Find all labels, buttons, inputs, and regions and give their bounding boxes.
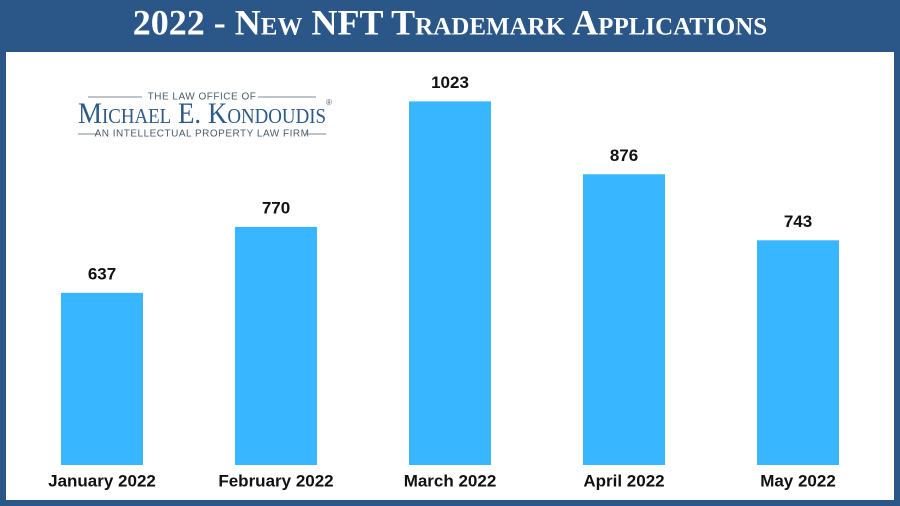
logo-bottom-line: An Intellectual Property Law Firm (95, 129, 310, 140)
bar (61, 292, 143, 465)
logo: The Law Office of Michael E. Kondoudis ®… (78, 92, 332, 140)
x-tick-label: January 2022 (48, 471, 156, 490)
bar (235, 226, 317, 465)
data-label: 1023 (431, 73, 469, 92)
bar (757, 240, 839, 465)
bar (583, 174, 665, 465)
logo-name: Michael E. Kondoudis (78, 97, 326, 130)
bar (409, 101, 491, 465)
logo-mark: ® (326, 98, 332, 107)
data-label: 770 (262, 198, 290, 217)
x-tick-label: May 2022 (760, 471, 836, 490)
x-tick-label: February 2022 (218, 471, 333, 490)
data-label: 743 (784, 212, 812, 231)
data-label: 637 (88, 264, 116, 283)
logo-top-line: The Law Office of (148, 92, 257, 103)
x-tick-label: March 2022 (404, 471, 497, 490)
x-tick-label: April 2022 (583, 471, 664, 490)
data-label: 876 (610, 146, 638, 165)
chart-title: 2022 - New NFT Trademark Applications (133, 2, 767, 42)
